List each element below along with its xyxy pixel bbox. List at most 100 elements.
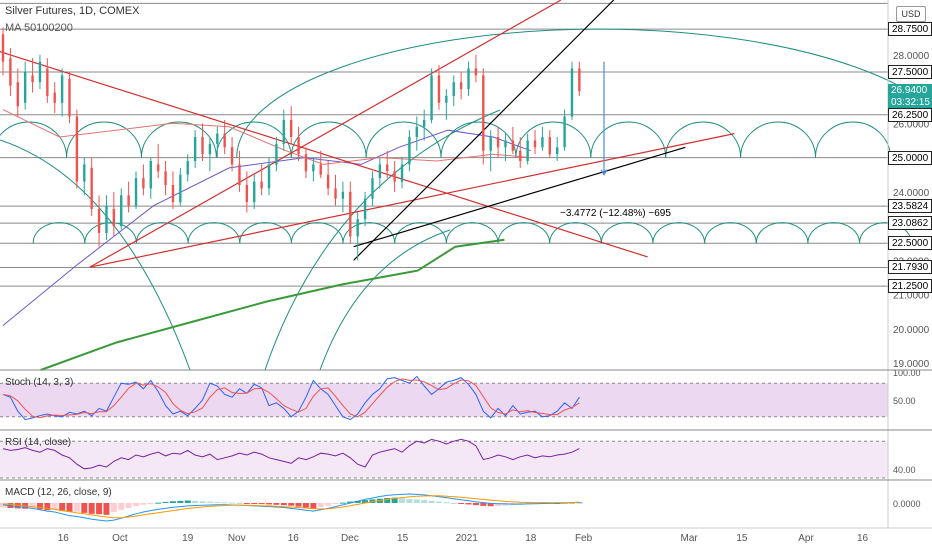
chart-title[interactable]: Silver Futures, 1D, COMEX [5,5,140,17]
candle-body-27 [201,137,204,155]
candle-body-64 [474,68,478,76]
small-cycle-arc-2 [135,222,189,244]
time-tick-label-11: 15 [736,533,748,544]
price-badge-6: 23.5824 [888,199,932,214]
small-cycle-arc-9 [497,222,551,244]
macd-histogram-bar-13 [96,503,103,515]
macd-histogram-bar-48 [354,500,361,503]
macd-histogram-bar-6 [44,503,51,511]
candle-body-12 [90,167,93,209]
inner-cycle-arc [319,229,451,371]
candle-body-67 [496,137,500,148]
macd-histogram-bar-23 [169,501,176,503]
stoch-axis-label-0: 100.00 [893,368,921,378]
time-tick-label-13: 16 [857,533,869,544]
time-tick-label-9: Feb [575,533,593,544]
time-tick-label-7: 2021 [456,533,479,544]
candle-body-51 [378,164,382,179]
macd-line [2,493,580,522]
mid-cycle-arc-9 [665,121,742,158]
small-cycle-arc-15 [807,222,861,244]
price-badge-2: 26.9400 [888,84,932,99]
macd-histogram-bar-37 [273,503,280,505]
macd-histogram-bar-42 [310,503,317,509]
macd-histogram-bar-33 [243,503,250,504]
candle-body-9 [68,78,71,117]
currency-button[interactable]: USD [896,6,926,22]
price-badge-10: 21.2500 [888,279,932,294]
macd-histogram-bar-20 [147,503,154,504]
macd-histogram-bar-62 [458,503,465,504]
candle-body-58 [430,75,433,120]
macd-label[interactable]: MACD (12, 26, close, 9) [5,487,112,498]
macd-histogram-bar-24 [177,500,184,503]
candle-body-56 [415,126,418,138]
rsi-pane: 40.00 [0,438,916,479]
candle-body-28 [208,143,212,155]
candle-body-65 [482,75,485,151]
price-tick-label-0: 28.0000 [893,51,930,62]
small-cycle-arc-10 [549,222,602,244]
macd-histogram-bar-18 [133,503,140,507]
macd-histogram-bar-7 [51,503,58,510]
macd-histogram-bar-55 [406,499,413,503]
candle-body-76 [563,116,566,148]
candle-body-13 [97,208,101,233]
candle-body-35 [260,181,263,189]
small-cycle-arc-16 [859,222,912,244]
stoch-axis-label-1: 50.00 [893,396,916,406]
candle-body-50 [371,178,374,199]
candle-body-2 [16,82,19,107]
time-tick-label-6: 15 [397,533,409,544]
macd-histogram-bar-39 [288,503,295,506]
candle-body-20 [149,161,152,189]
candle-body-52 [386,164,389,172]
candle-body-62 [459,82,463,90]
ma-indicator-label[interactable]: MA 50100200 [5,22,73,34]
small-cycle-arc-1 [84,222,137,244]
macd-histogram-bar-40 [295,503,302,507]
candle-body-71 [526,140,529,162]
black-support-trendline [353,146,686,248]
macd-histogram-bar-67 [495,503,502,506]
candle-body-61 [452,82,455,96]
candle-body-34 [253,181,256,203]
price-badge-5: 25.0000 [888,150,932,165]
mid-cycle-arc-7 [515,121,592,158]
macd-histogram-bar-36 [266,503,273,505]
candle-body-73 [541,137,544,148]
candle-body-8 [60,75,64,103]
macd-histogram-bar-31 [229,502,236,504]
candle-body-75 [555,147,559,155]
candle-body-24 [179,174,182,203]
price-badge-3: 03:32:15 [888,95,932,110]
price-badge-0: 28.7500 [888,22,932,37]
candle-body-57 [422,119,426,127]
stoch-label[interactable]: Stoch (14, 3, 3) [5,377,74,388]
macd-histogram-bar-47 [347,501,354,503]
candle-body-29 [216,133,219,144]
macd-histogram-bar-52 [384,497,391,503]
small-cycle-arc-12 [652,222,706,244]
macd-histogram-bar-38 [280,503,287,506]
candle-body-5 [38,61,42,83]
price-badge-1: 27.5000 [888,64,932,79]
macd-histogram-bar-5 [36,503,43,510]
macd-histogram-bar-58 [428,500,435,503]
candle-body-54 [400,164,404,182]
time-tick-label-12: Apr [798,533,814,544]
macd-signal-line [2,495,580,519]
macd-histogram-bar-27 [199,501,206,503]
macd-histogram-bar-59 [435,501,442,503]
candle-body-32 [238,164,241,185]
candle-body-10 [75,116,79,182]
macd-histogram-bar-26 [192,500,199,503]
rsi-label[interactable]: RSI (14, close) [5,437,72,448]
time-tick-label-10: Mar [681,533,699,544]
candle-body-70 [519,150,522,162]
candle-body-6 [46,68,49,96]
candle-body-43 [319,164,322,175]
candle-body-66 [489,137,492,151]
